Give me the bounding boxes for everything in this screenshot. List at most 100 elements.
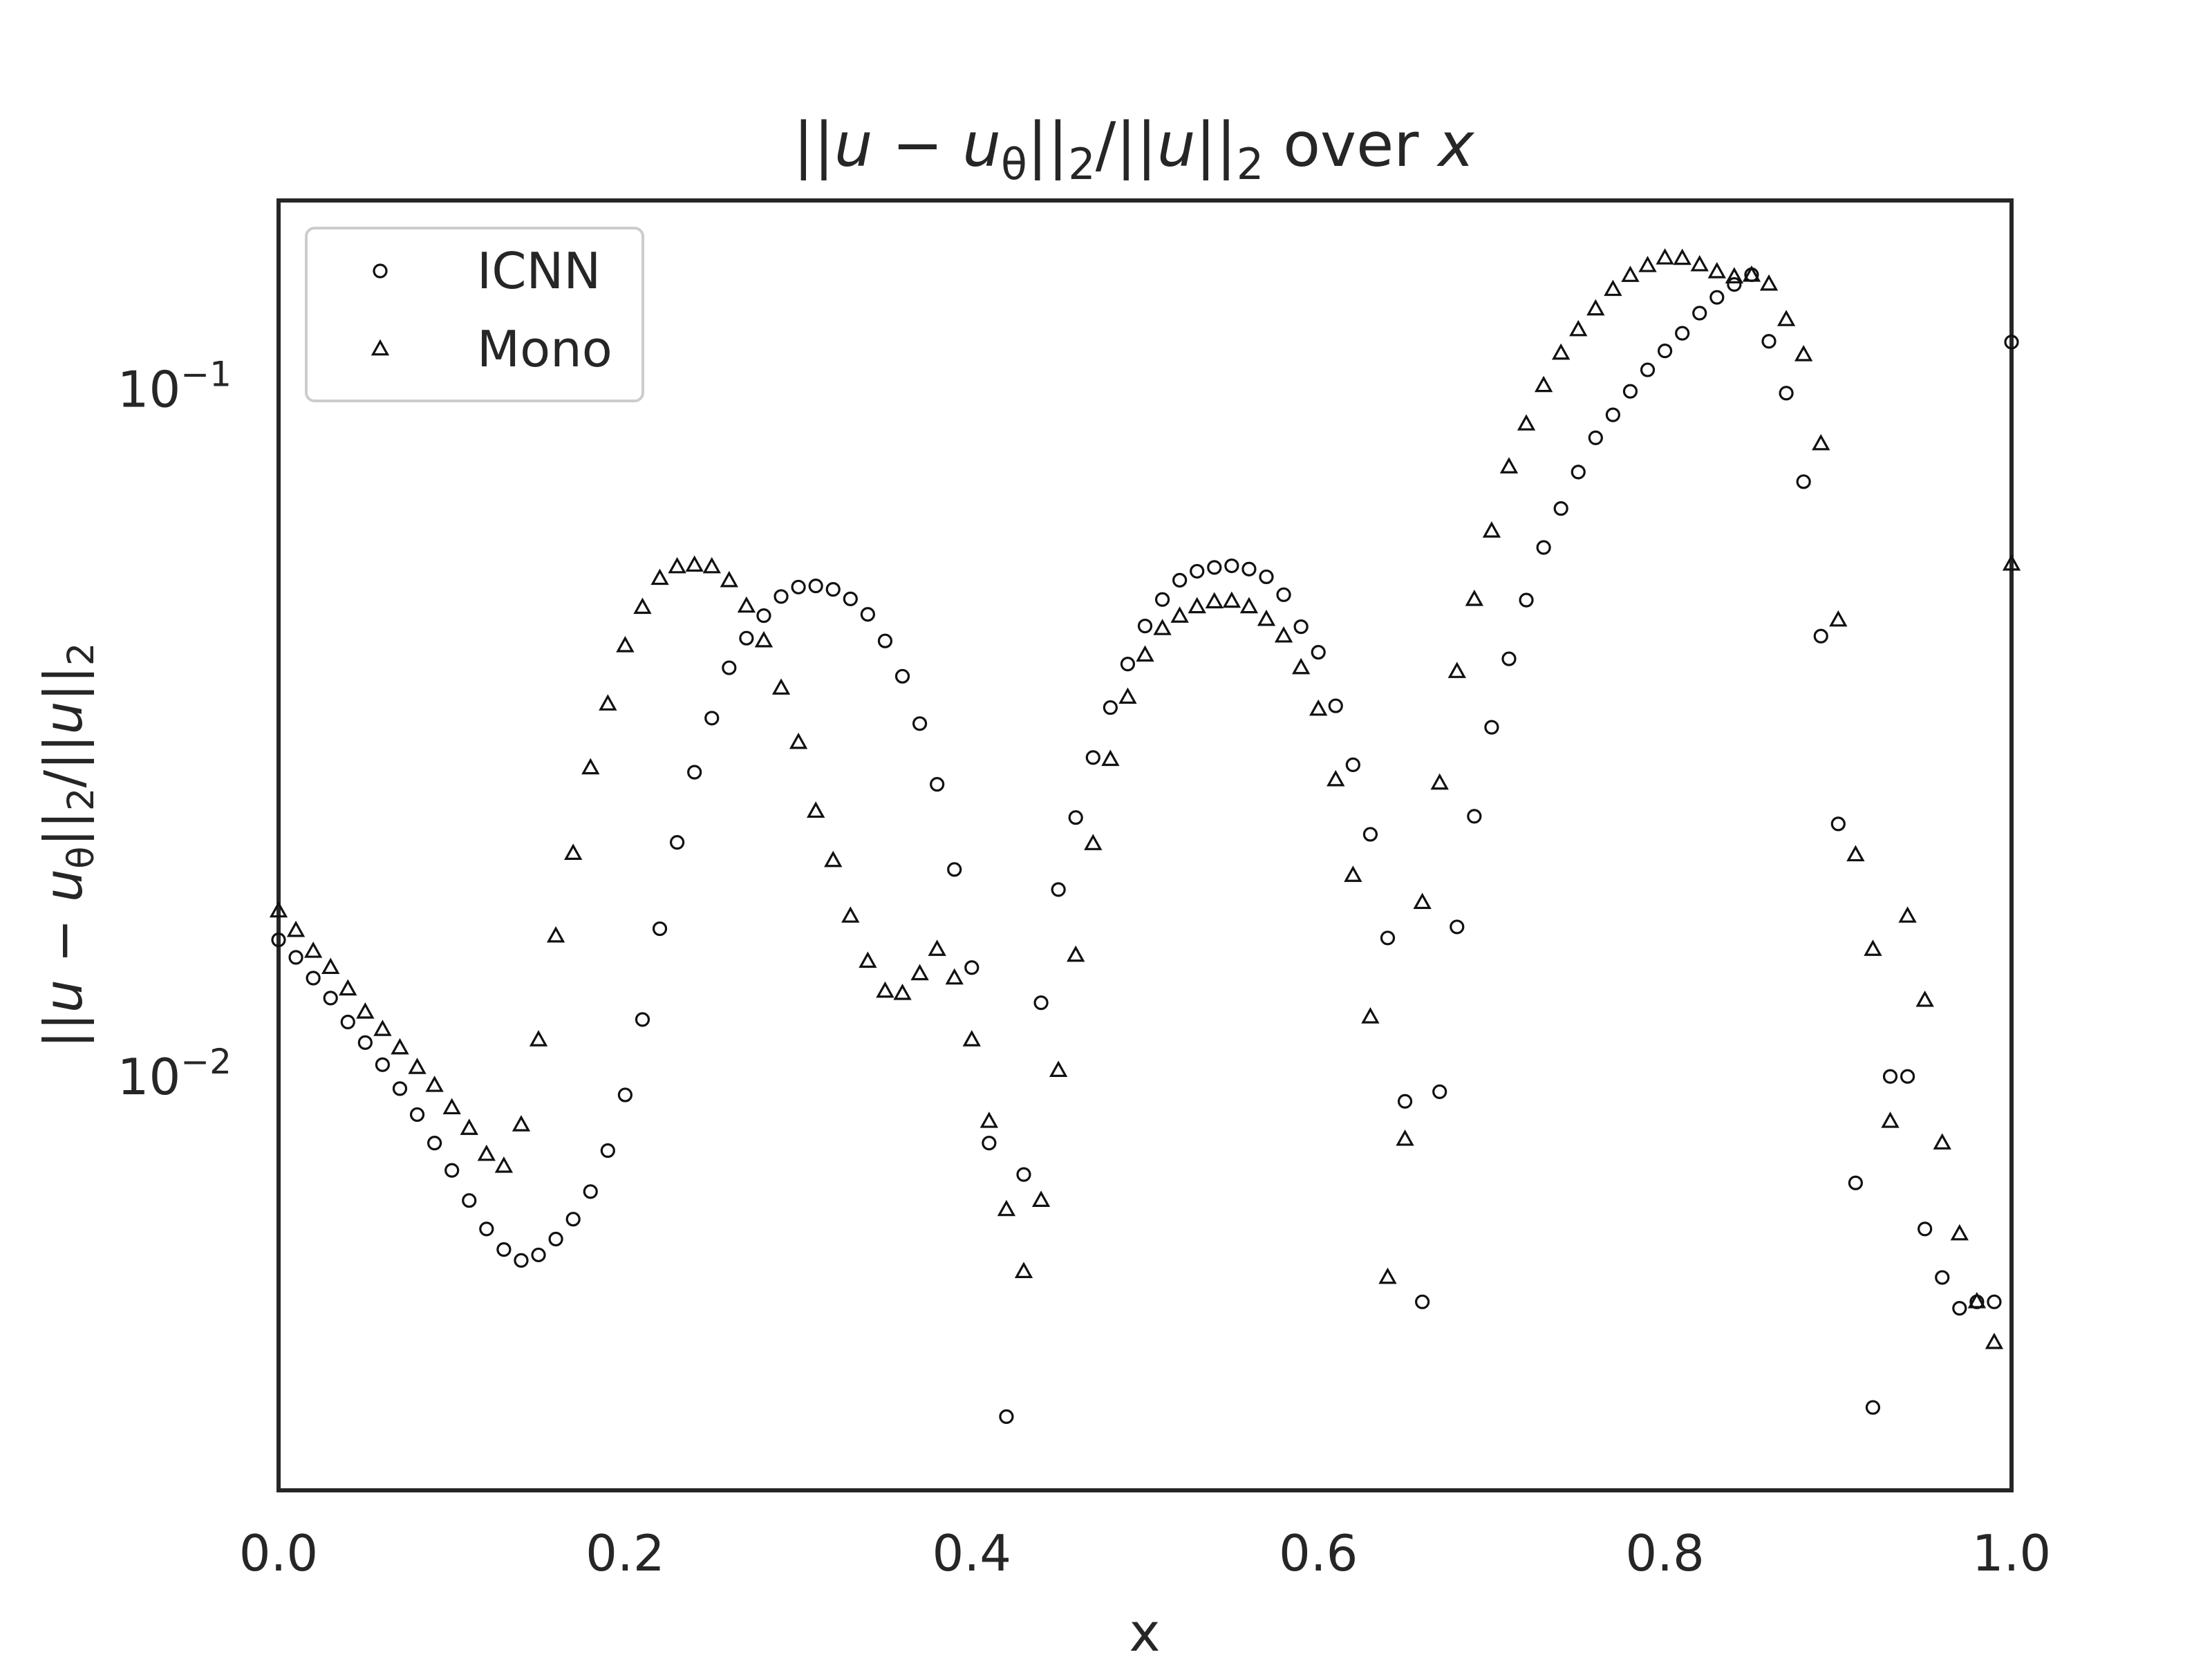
- mono-point: [391, 1038, 409, 1055]
- icnn-point: [600, 1143, 615, 1159]
- icnn-point: [531, 1247, 546, 1263]
- icnn-point: [1190, 563, 1205, 579]
- icnn-point: [1622, 384, 1638, 399]
- icnn-point: [1935, 1270, 1950, 1285]
- icnn-point: [930, 777, 945, 792]
- icnn-point: [687, 765, 702, 780]
- x-tick-label: 1.0: [1972, 1524, 2052, 1582]
- icnn-point: [1016, 1167, 1031, 1182]
- mono-point: [806, 801, 825, 818]
- mono-point: [1742, 265, 1761, 282]
- icnn-point: [982, 1136, 997, 1151]
- icnn-point: [652, 921, 668, 937]
- icnn-point: [912, 716, 928, 731]
- icnn-point: [375, 1057, 391, 1072]
- mono-point: [1881, 1112, 1900, 1128]
- mono-point: [581, 758, 600, 775]
- legend-marker-mono: [371, 339, 390, 356]
- icnn-point: [1380, 930, 1396, 946]
- icnn-point: [791, 579, 806, 594]
- icnn-point: [1068, 810, 1083, 825]
- icnn-point: [1588, 430, 1603, 445]
- mono-point: [1309, 699, 1328, 716]
- mono-point: [1274, 626, 1293, 643]
- mono-point: [859, 951, 877, 968]
- legend-marker-icnn: [373, 263, 388, 279]
- icnn-point: [1519, 592, 1534, 608]
- icnn-point: [1415, 1294, 1430, 1309]
- mono-point: [1465, 589, 1484, 606]
- mono-point: [893, 984, 912, 1000]
- mono-point: [286, 920, 306, 937]
- icnn-point: [1553, 501, 1568, 516]
- mono-point: [1413, 892, 1432, 910]
- mono-point: [546, 926, 565, 943]
- mono-point: [321, 957, 340, 975]
- mono-point: [1344, 865, 1362, 882]
- icnn-point: [271, 932, 286, 948]
- x-axis-ticks: 0.0 0.2 0.4 0.6 0.8 1.0: [239, 1524, 2052, 1582]
- mono-point: [1136, 645, 1154, 662]
- icnn-point: [947, 862, 962, 877]
- y-tick-label: 10−1: [118, 355, 232, 419]
- icnn-point: [1484, 720, 1499, 735]
- icnn-point: [1675, 326, 1690, 341]
- icnn-point: [1761, 334, 1777, 349]
- mono-point: [1118, 687, 1137, 704]
- mono-point: [1898, 906, 1917, 923]
- icnn-point: [1137, 619, 1153, 634]
- icnn-point: [288, 950, 303, 965]
- mono-point: [1378, 1267, 1397, 1284]
- icnn-point: [479, 1221, 494, 1237]
- icnn-point: [1293, 619, 1309, 635]
- icnn-point: [1779, 386, 1794, 401]
- mono-point: [1067, 945, 1085, 962]
- mono-point: [425, 1076, 444, 1092]
- icnn-point: [548, 1231, 563, 1247]
- mono-point: [1846, 845, 1865, 862]
- mono-point: [1707, 262, 1726, 279]
- icnn-point: [1501, 651, 1517, 666]
- icnn-point: [860, 607, 875, 622]
- mono-point: [980, 1112, 999, 1128]
- icnn-point: [756, 608, 771, 624]
- mono-point: [720, 570, 738, 588]
- legend-label: ICNN: [477, 242, 601, 300]
- mono-point: [512, 1115, 531, 1132]
- icnn-point: [1311, 644, 1326, 660]
- mono-point: [1759, 274, 1779, 291]
- mono-point: [910, 964, 929, 981]
- icnn-point: [1813, 628, 1828, 644]
- icnn-point: [877, 633, 893, 648]
- icnn-point: [999, 1409, 1014, 1424]
- mono-point: [1239, 597, 1259, 614]
- x-tick-label: 0.8: [1625, 1524, 1705, 1582]
- icnn-point: [323, 991, 338, 1006]
- legend-item-mono: Mono: [371, 320, 612, 378]
- icnn-point: [1259, 569, 1274, 585]
- mono-point: [1499, 457, 1519, 474]
- mono-point: [1829, 610, 1848, 627]
- mono-point: [1170, 606, 1189, 623]
- mono-point: [1517, 414, 1536, 431]
- icnn-point: [1640, 362, 1656, 377]
- icnn-point: [1882, 1069, 1898, 1084]
- mono-point: [754, 630, 774, 648]
- icnn-point: [1658, 343, 1673, 359]
- mono-point: [1604, 279, 1622, 297]
- icnn-point: [392, 1081, 408, 1096]
- x-tick-label: 0.0: [239, 1524, 319, 1582]
- mono-point: [1153, 619, 1172, 635]
- mono-point: [1482, 521, 1501, 538]
- mono-point: [1621, 265, 1640, 282]
- mono-point: [460, 1118, 478, 1135]
- mono-point: [1084, 834, 1103, 850]
- series-mono: [269, 248, 2021, 1349]
- icnn-point: [774, 589, 789, 604]
- icnn-point: [1345, 757, 1360, 772]
- mono-point: [685, 555, 704, 572]
- icnn-point: [565, 1212, 581, 1227]
- icnn-point: [1727, 276, 1742, 292]
- icnn-point: [1328, 698, 1343, 713]
- mono-point: [1656, 248, 1674, 265]
